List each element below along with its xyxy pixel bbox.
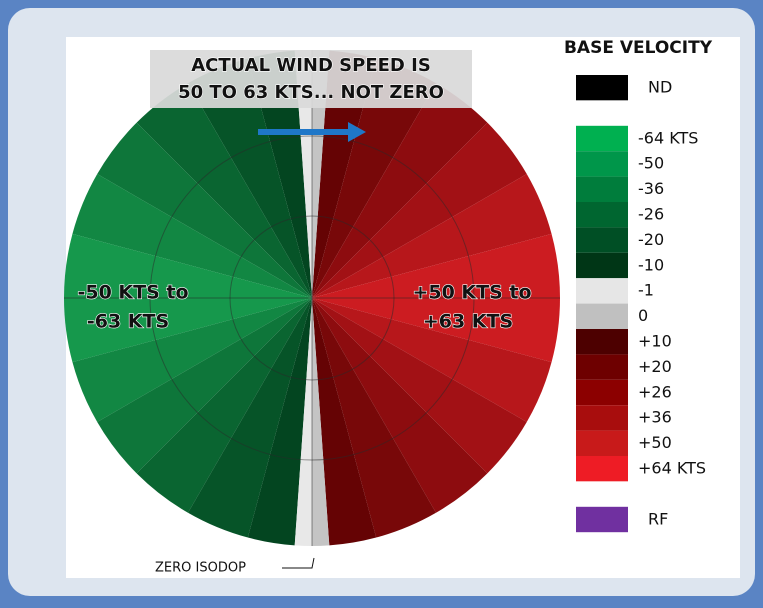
wedge xyxy=(136,298,312,513)
legend-label: +50 xyxy=(638,433,672,452)
wedge xyxy=(312,298,377,546)
legend-swatch xyxy=(576,481,628,507)
legend-label: RF xyxy=(648,509,668,528)
wedge xyxy=(247,298,312,546)
legend-swatch xyxy=(576,405,628,431)
radar-wedges xyxy=(64,50,560,546)
legend-swatch xyxy=(576,252,628,279)
wedge xyxy=(97,298,312,474)
legend-swatch xyxy=(576,303,628,329)
legend-label: -26 xyxy=(638,205,664,224)
wedge xyxy=(312,83,488,298)
banner-text: ACTUAL WIND SPEED IS xyxy=(191,55,431,76)
wedge xyxy=(72,174,312,298)
legend-swatch xyxy=(576,227,628,253)
right-label: +63 KTS xyxy=(423,311,513,333)
legend-label: -36 xyxy=(638,179,664,198)
banner-text: 50 TO 63 KTS... NOT ZERO xyxy=(178,82,444,103)
zero-isodop-label: ZERO ISODOP xyxy=(155,561,246,576)
legend-label: +20 xyxy=(638,357,672,376)
wedge xyxy=(312,298,330,546)
legend-swatch xyxy=(576,430,628,456)
wedge xyxy=(72,298,312,422)
wedge xyxy=(64,233,312,298)
legend-swatch xyxy=(576,125,628,152)
wedge xyxy=(247,50,312,299)
wedge xyxy=(294,50,312,298)
legend-swatch xyxy=(576,151,628,177)
legend-swatch xyxy=(576,456,628,482)
wedge xyxy=(64,298,312,363)
wedge xyxy=(312,50,330,298)
legend-swatch xyxy=(576,379,628,406)
wedge xyxy=(312,122,527,299)
legend-label: +64 KTS xyxy=(638,459,706,478)
banner xyxy=(150,50,472,108)
wedge xyxy=(188,58,312,298)
left-label: -63 KTS xyxy=(87,311,169,333)
legend-swatch xyxy=(576,75,628,101)
legend-label: +36 xyxy=(638,408,672,427)
wedge xyxy=(312,298,436,538)
legend-label: 0 xyxy=(638,306,648,325)
legend-swatch xyxy=(576,354,628,380)
legend-label: +26 xyxy=(638,382,672,401)
wedge xyxy=(294,298,312,546)
legend-swatch xyxy=(576,506,628,533)
right-label: +50 KTS to xyxy=(412,282,531,304)
left-label: -50 KTS to xyxy=(77,282,188,304)
legend-label: -20 xyxy=(638,230,664,249)
legend-swatch xyxy=(576,176,628,202)
wedge xyxy=(312,298,488,513)
legend-swatch xyxy=(576,329,628,355)
legend: ND-64 KTS-50-36-26-20-10-10+10+20+26+36+… xyxy=(576,75,706,533)
legend-label: -64 KTS xyxy=(638,128,698,147)
wedge xyxy=(312,174,552,298)
wedge xyxy=(312,58,436,298)
wedge xyxy=(136,83,312,298)
pointer xyxy=(282,557,315,569)
wedge xyxy=(312,298,552,422)
legend-label: +10 xyxy=(638,332,672,351)
legend-label: -10 xyxy=(638,255,664,274)
wedge xyxy=(188,298,312,538)
legend-label: -50 xyxy=(638,154,664,173)
wedge xyxy=(312,50,377,299)
wedge xyxy=(312,298,560,363)
legend-swatch xyxy=(576,100,628,126)
legend-swatch xyxy=(576,202,628,228)
legend-swatch xyxy=(576,278,628,304)
legend-label: ND xyxy=(648,78,672,97)
legend-label: -1 xyxy=(638,281,654,300)
wedge xyxy=(97,122,312,299)
legend-title: BASE VELOCITY xyxy=(564,38,713,58)
wedge xyxy=(312,298,527,474)
wedge xyxy=(312,233,560,298)
arrow-head xyxy=(348,122,366,142)
